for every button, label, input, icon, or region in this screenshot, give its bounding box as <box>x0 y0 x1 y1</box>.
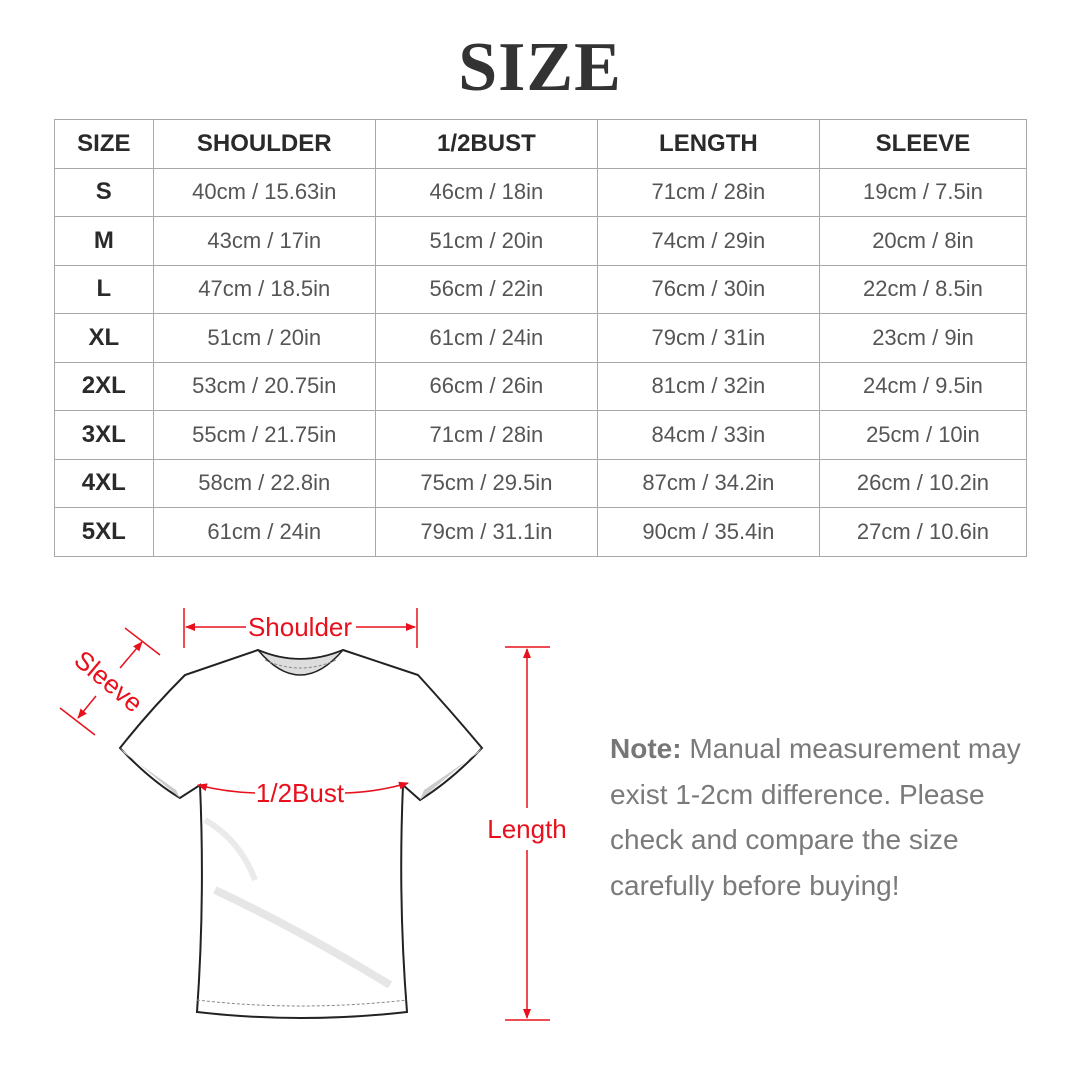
measurement-cell: 46cm / 18in <box>374 167 598 217</box>
measurement-cell: 66cm / 26in <box>374 361 598 411</box>
measurement-cell: 58cm / 22.8in <box>152 458 376 508</box>
table-row: XL 51cm / 20in 61cm / 24in 79cm / 31in 23cm … <box>54 313 1028 363</box>
measurement-cell: 74cm / 29in <box>596 216 820 266</box>
measurement-cell: 61cm / 24in <box>152 507 376 557</box>
measurement-cell: 43cm / 17in <box>152 216 376 266</box>
bust-measure: 1/2Bust <box>197 778 409 808</box>
header-sleeve: SLEEVE <box>818 119 1028 169</box>
size-cell: 3XL <box>54 410 154 460</box>
measurement-cell: 90cm / 35.4in <box>596 507 820 557</box>
note-body: Manual measurement may exist 1-2cm diffe… <box>610 733 1021 901</box>
table-header-row: SIZE SHOULDER 1/2BUST LENGTH SLEEVE <box>54 119 1028 169</box>
size-table: SIZE SHOULDER 1/2BUST LENGTH SLEEVE S 40c… <box>54 119 1028 557</box>
note-text: Note: Manual measurement may exist 1-2cm… <box>610 726 1050 908</box>
measurement-cell: 53cm / 20.75in <box>152 361 376 411</box>
shoulder-measure: Shoulder <box>183 608 418 648</box>
measurement-cell: 79cm / 31.1in <box>374 507 598 557</box>
table-row: L 47cm / 18.5in 56cm / 22in 76cm / 30in 22cm… <box>54 264 1028 314</box>
length-measure: Length <box>487 646 567 1021</box>
measurement-cell: 25cm / 10in <box>818 410 1028 460</box>
measurement-cell: 51cm / 20in <box>152 313 376 363</box>
measurement-cell: 20cm / 8in <box>818 216 1028 266</box>
measurement-cell: 61cm / 24in <box>374 313 598 363</box>
sleeve-label: Sleeve <box>69 644 149 718</box>
note-prefix: Note: <box>610 733 682 764</box>
measurement-cell: 26cm / 10.2in <box>818 458 1028 508</box>
header-length: LENGTH <box>596 119 820 169</box>
table-row: 5XL 61cm / 24in 79cm / 31.1in 90cm / 35.4in… <box>54 507 1028 557</box>
measurement-cell: 19cm / 7.5in <box>818 167 1028 217</box>
length-label: Length <box>487 814 567 844</box>
measurement-cell: 27cm / 10.6in <box>818 507 1028 557</box>
size-cell: S <box>54 167 154 217</box>
size-cell: L <box>54 264 154 314</box>
measurement-cell: 56cm / 22in <box>374 264 598 314</box>
table-row: S 40cm / 15.63in 46cm / 18in 71cm / 28in 19c… <box>54 167 1028 217</box>
measurement-cell: 22cm / 8.5in <box>818 264 1028 314</box>
measurement-cell: 47cm / 18.5in <box>152 264 376 314</box>
tshirt-icon <box>118 648 484 1019</box>
table-row: M 43cm / 17in 51cm / 20in 74cm / 29in 20cm /… <box>54 216 1028 266</box>
measurement-cell: 84cm / 33in <box>596 410 820 460</box>
measurement-cell: 24cm / 9.5in <box>818 361 1028 411</box>
measurement-cell: 51cm / 20in <box>374 216 598 266</box>
size-cell: 5XL <box>54 507 154 557</box>
page-title: SIZE <box>458 29 622 106</box>
measurement-cell: 87cm / 34.2in <box>596 458 820 508</box>
measurement-cell: 71cm / 28in <box>374 410 598 460</box>
header-bust: 1/2BUST <box>374 119 598 169</box>
size-cell: 2XL <box>54 361 154 411</box>
bust-label: 1/2Bust <box>256 778 345 808</box>
measurement-cell: 23cm / 9in <box>818 313 1028 363</box>
header-size: SIZE <box>54 119 154 169</box>
shoulder-label: Shoulder <box>248 612 352 642</box>
table-row: 4XL 58cm / 22.8in 75cm / 29.5in 87cm / 34.2… <box>54 458 1028 508</box>
size-cell: XL <box>54 313 154 363</box>
measurement-cell: 75cm / 29.5in <box>374 458 598 508</box>
measurement-cell: 40cm / 15.63in <box>152 167 376 217</box>
size-cell: M <box>54 216 154 266</box>
table-row: 2XL 53cm / 20.75in 66cm / 26in 81cm / 32in 2… <box>54 361 1028 411</box>
table-row: 3XL 55cm / 21.75in 71cm / 28in 84cm / 33in 2… <box>54 410 1028 460</box>
